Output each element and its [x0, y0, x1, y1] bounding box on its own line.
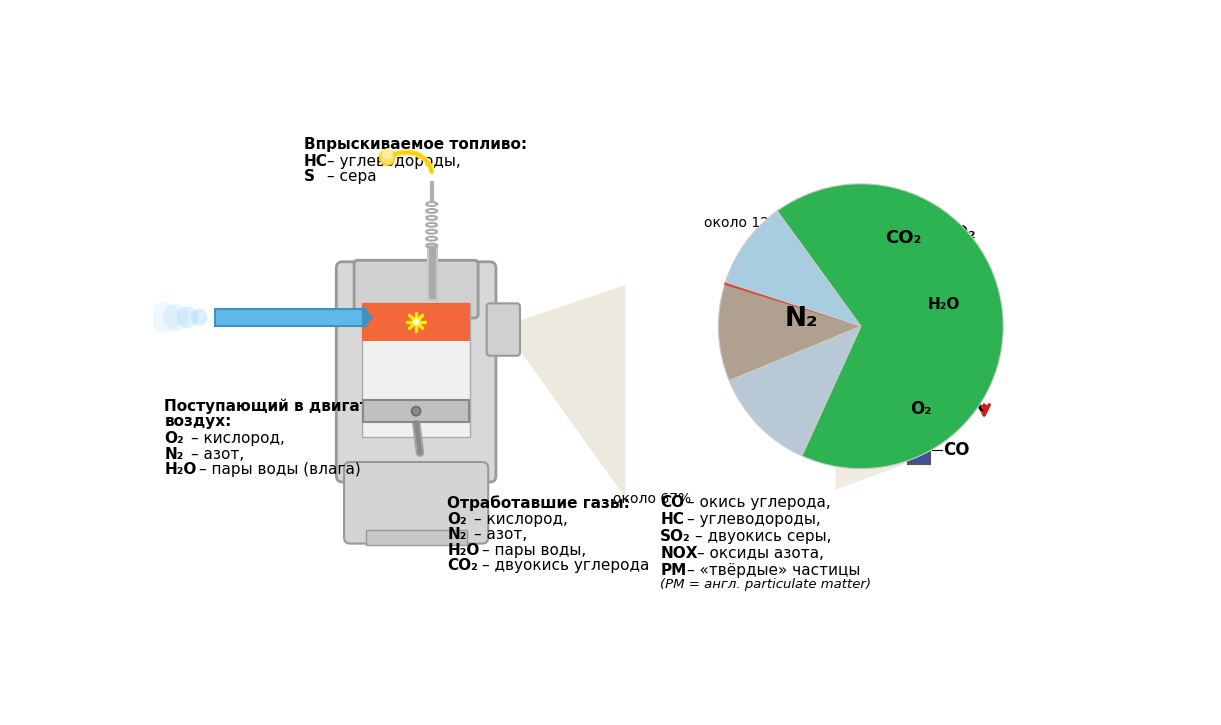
Polygon shape — [835, 257, 905, 489]
Text: CO: CO — [661, 495, 685, 510]
Text: CO₂: CO₂ — [885, 229, 922, 247]
Text: около 12%: около 12% — [705, 216, 783, 231]
Bar — [908, 304, 930, 377]
Text: S: S — [304, 170, 315, 184]
Text: – азот,: – азот, — [474, 528, 527, 542]
Text: Поступающий в двигатель: Поступающий в двигатель — [165, 399, 400, 415]
Circle shape — [177, 307, 198, 328]
Wedge shape — [724, 282, 861, 326]
Text: Впрыскиваемое топливо:: Впрыскиваемое топливо: — [304, 137, 527, 152]
Bar — [908, 257, 930, 267]
Text: N₂: N₂ — [165, 447, 183, 462]
Text: – «твёрдые» частицы: – «твёрдые» частицы — [687, 563, 861, 578]
Polygon shape — [493, 285, 625, 497]
Wedge shape — [729, 326, 861, 456]
Bar — [361, 302, 470, 437]
Bar — [908, 435, 930, 464]
Text: – двуокись серы,: – двуокись серы, — [695, 529, 832, 544]
Wedge shape — [725, 211, 861, 326]
Text: – окись углерода,: – окись углерода, — [687, 495, 832, 510]
Text: O₂: O₂ — [447, 512, 466, 527]
Text: около
0,3%: около 0,3% — [833, 344, 875, 376]
Text: воздух:: воздух: — [165, 414, 232, 429]
Text: H₂O: H₂O — [165, 462, 197, 477]
Bar — [908, 283, 930, 304]
Text: N₂: N₂ — [784, 306, 818, 332]
Text: O₂: O₂ — [910, 400, 932, 418]
Text: около
10%: около 10% — [814, 406, 857, 438]
Text: (PM = англ. particulate matter): (PM = англ. particulate matter) — [661, 579, 872, 592]
Text: SO₂: SO₂ — [661, 529, 691, 544]
Text: – углеводороды,: – углеводороды, — [327, 154, 460, 169]
Circle shape — [380, 150, 396, 165]
Text: HC: HC — [943, 331, 969, 349]
Text: CO: CO — [943, 441, 969, 459]
FancyArrow shape — [361, 306, 374, 328]
Bar — [215, 309, 366, 326]
Bar — [908, 257, 930, 464]
Text: NOΧ: NOΧ — [661, 546, 697, 561]
Text: H₂O: H₂O — [927, 297, 960, 312]
Circle shape — [413, 318, 420, 326]
Text: PM: PM — [943, 265, 972, 283]
Wedge shape — [777, 184, 1004, 468]
Text: SO₂: SO₂ — [943, 224, 977, 242]
Bar — [366, 530, 466, 545]
Text: – сера: – сера — [327, 170, 376, 184]
FancyBboxPatch shape — [344, 462, 488, 544]
Text: – кислород,: – кислород, — [192, 431, 286, 446]
Bar — [361, 302, 470, 341]
Wedge shape — [718, 284, 861, 381]
Text: – углеводороды,: – углеводороды, — [687, 512, 822, 527]
Circle shape — [162, 304, 189, 331]
Text: около
11%: около 11% — [807, 291, 850, 322]
Text: – оксиды азота,: – оксиды азота, — [697, 546, 824, 561]
Text: NOΧ: NOΧ — [943, 397, 984, 415]
Text: CO₂: CO₂ — [447, 558, 477, 573]
Text: – азот,: – азот, — [192, 447, 244, 462]
Text: – двуокись углерода: – двуокись углерода — [482, 558, 650, 573]
Bar — [361, 302, 470, 341]
Text: – пары воды (влага): – пары воды (влага) — [199, 462, 361, 477]
Circle shape — [382, 148, 393, 159]
Text: около 67%: около 67% — [613, 492, 691, 506]
Bar — [364, 400, 469, 422]
Circle shape — [411, 407, 421, 416]
Text: HC: HC — [304, 154, 327, 169]
Text: Отработавшие газы:: Отработавшие газы: — [447, 495, 630, 511]
Text: PM: PM — [661, 563, 686, 578]
Circle shape — [190, 309, 208, 326]
Text: O₂: O₂ — [165, 431, 184, 446]
FancyBboxPatch shape — [487, 303, 520, 356]
Text: H₂O: H₂O — [447, 543, 480, 558]
Circle shape — [149, 302, 179, 333]
Text: – пары воды,: – пары воды, — [482, 543, 586, 558]
FancyBboxPatch shape — [336, 262, 496, 482]
Bar — [908, 377, 930, 435]
FancyBboxPatch shape — [354, 260, 479, 318]
Bar — [908, 267, 930, 283]
Text: – кислород,: – кислород, — [474, 512, 568, 527]
Text: HC: HC — [661, 512, 684, 527]
Text: N₂: N₂ — [447, 528, 466, 542]
